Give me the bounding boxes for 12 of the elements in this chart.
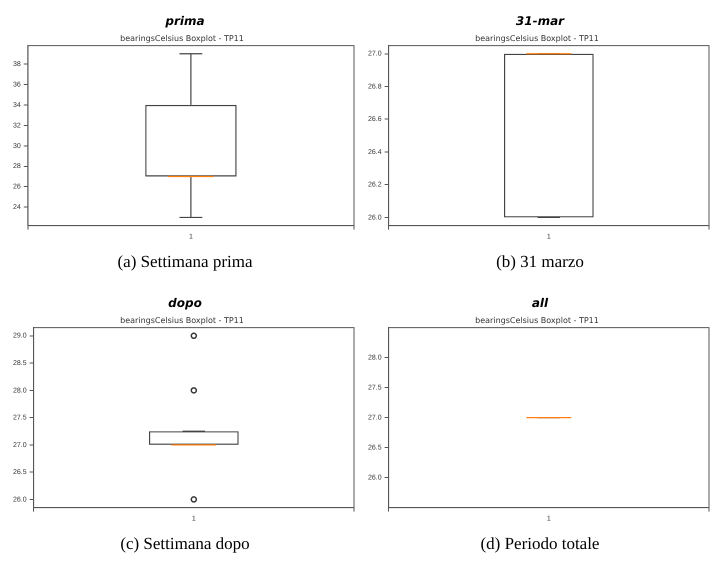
chart-subtitle: bearingsCelsius Boxplot - TP11 [120, 34, 244, 43]
chart-subtitle: bearingsCelsius Boxplot - TP11 [120, 316, 244, 325]
text: (c) Settimana dopo [120, 534, 250, 554]
chart-subtitle: bearingsCelsius Boxplot - TP11 [475, 34, 599, 43]
chart-title: prima [165, 14, 205, 30]
text: (a) Settimana prima [117, 252, 252, 272]
chart-title: 31-mar [516, 14, 564, 30]
chart-title: dopo [168, 296, 202, 312]
text: (d) Periodo totale [480, 534, 600, 554]
chart-title: all [532, 296, 548, 312]
chart-subtitle: bearingsCelsius Boxplot - TP11 [475, 316, 599, 325]
text: (b) 31 marzo [496, 252, 584, 272]
